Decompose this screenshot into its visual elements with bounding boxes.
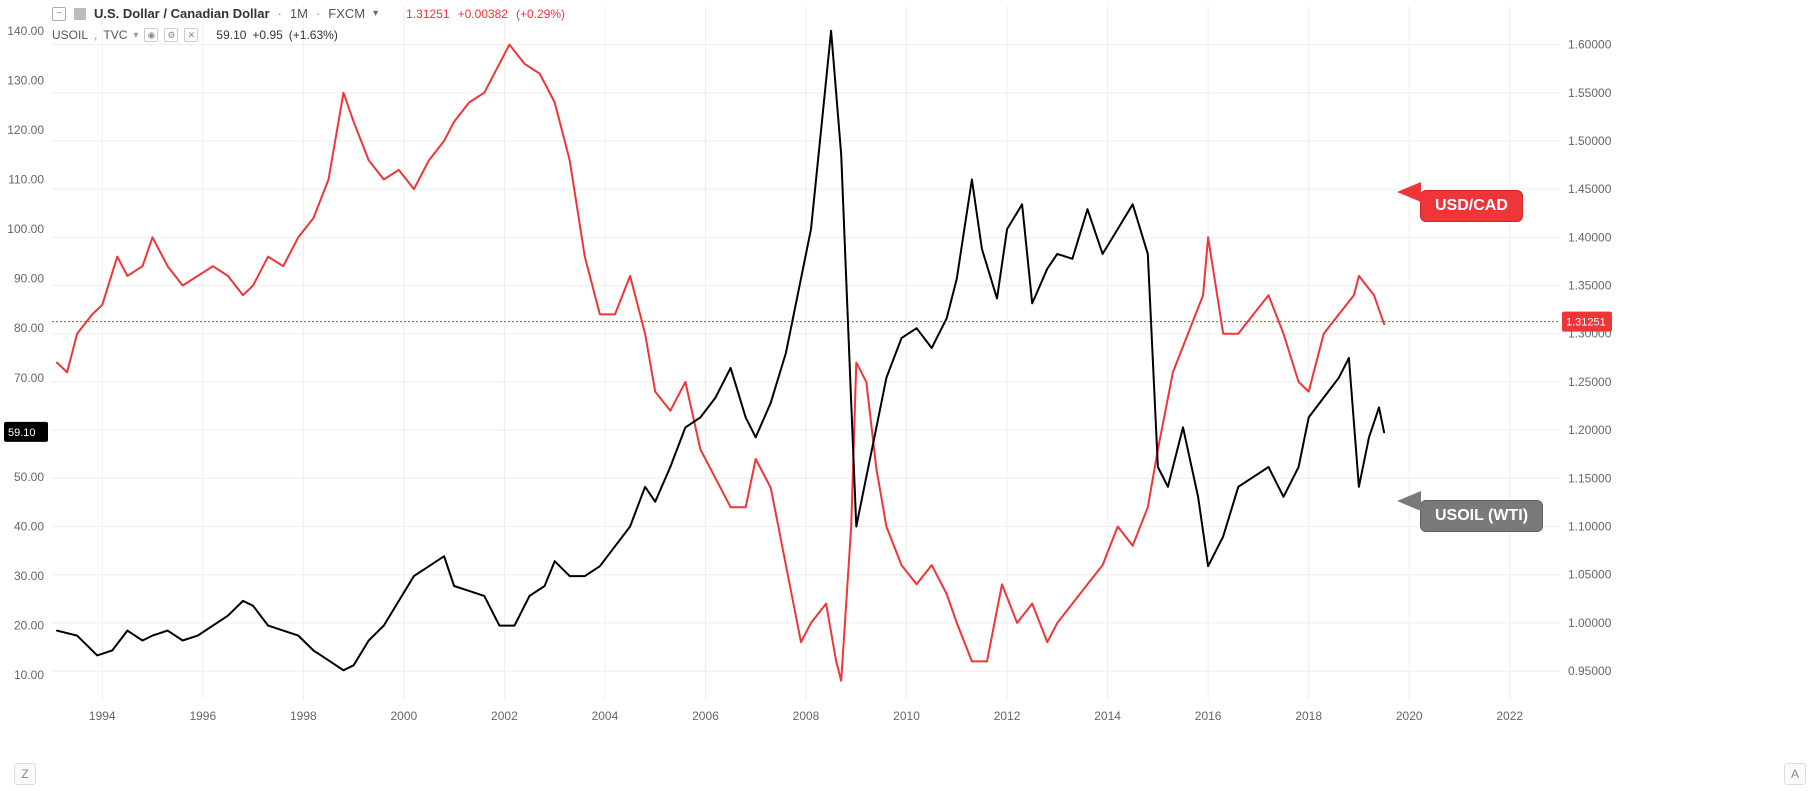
collapse-icon[interactable]: − — [52, 7, 66, 21]
svg-text:140.00: 140.00 — [7, 24, 44, 38]
compare-source: TVC — [103, 28, 127, 42]
svg-text:2010: 2010 — [893, 709, 920, 723]
svg-text:80.00: 80.00 — [14, 321, 44, 335]
series-callout-usoil[interactable]: USOIL (WTI) — [1420, 500, 1543, 532]
chart-container: − U.S. Dollar / Canadian Dollar · 1M · F… — [0, 0, 1820, 791]
price-change: +0.00382 — [458, 7, 508, 21]
compare-symbol[interactable]: USOIL — [52, 28, 88, 42]
svg-text:1.35000: 1.35000 — [1568, 279, 1612, 293]
svg-text:2014: 2014 — [1094, 709, 1121, 723]
separator: · — [278, 6, 282, 21]
visibility-icon[interactable]: ◉ — [144, 28, 158, 42]
svg-text:110.00: 110.00 — [8, 173, 44, 187]
compare-change: +0.95 — [252, 28, 282, 42]
symbol-logo-icon — [74, 8, 86, 20]
svg-text:1.20000: 1.20000 — [1568, 423, 1612, 437]
svg-text:50.00: 50.00 — [14, 470, 44, 484]
svg-text:1.00000: 1.00000 — [1568, 616, 1612, 630]
svg-text:1994: 1994 — [89, 709, 116, 723]
svg-text:1.15000: 1.15000 — [1568, 471, 1612, 485]
svg-text:1996: 1996 — [189, 709, 216, 723]
svg-text:1.31251: 1.31251 — [1566, 317, 1606, 329]
chart-plot[interactable]: 10.0020.0030.0040.0050.0060.0070.0080.00… — [0, 0, 1820, 791]
svg-text:2002: 2002 — [491, 709, 518, 723]
svg-text:1.60000: 1.60000 — [1568, 38, 1612, 52]
chevron-down-icon[interactable]: ▾ — [133, 30, 138, 41]
svg-text:2004: 2004 — [592, 709, 619, 723]
settings-icon[interactable]: ⚙ — [164, 28, 178, 42]
separator: · — [316, 6, 320, 21]
svg-text:100.00: 100.00 — [7, 222, 44, 236]
svg-text:2000: 2000 — [391, 709, 418, 723]
last-price: 1.31251 — [406, 7, 449, 21]
compare-header: USOIL , TVC ▾ ◉ ⚙ ✕ 59.10 +0.95 (+1.63%) — [52, 28, 338, 42]
series-callout-usdcad[interactable]: USD/CAD — [1420, 190, 1523, 222]
svg-text:1.45000: 1.45000 — [1568, 182, 1612, 196]
symbol-header: − U.S. Dollar / Canadian Dollar · 1M · F… — [52, 6, 565, 21]
svg-text:30.00: 30.00 — [14, 569, 44, 583]
svg-text:90.00: 90.00 — [14, 272, 44, 286]
compare-price: 59.10 — [216, 28, 246, 42]
svg-text:1.10000: 1.10000 — [1568, 520, 1612, 534]
svg-text:59.10: 59.10 — [8, 427, 36, 439]
svg-text:2018: 2018 — [1295, 709, 1322, 723]
svg-text:20.00: 20.00 — [14, 619, 44, 633]
svg-text:40.00: 40.00 — [14, 520, 44, 534]
chevron-down-icon[interactable]: ▾ — [373, 8, 378, 19]
svg-text:1.25000: 1.25000 — [1568, 375, 1612, 389]
svg-text:10.00: 10.00 — [14, 668, 44, 682]
svg-text:1.40000: 1.40000 — [1568, 230, 1612, 244]
provider-label: FXCM — [328, 6, 365, 21]
svg-text:70.00: 70.00 — [14, 371, 44, 385]
svg-text:2016: 2016 — [1195, 709, 1222, 723]
svg-text:2020: 2020 — [1396, 709, 1423, 723]
svg-text:2012: 2012 — [994, 709, 1021, 723]
svg-text:2006: 2006 — [692, 709, 719, 723]
svg-text:2022: 2022 — [1496, 709, 1523, 723]
svg-text:120.00: 120.00 — [7, 123, 44, 137]
symbol-title[interactable]: U.S. Dollar / Canadian Dollar — [94, 6, 270, 21]
close-icon[interactable]: ✕ — [184, 28, 198, 42]
zoom-button[interactable]: Z — [14, 763, 36, 785]
price-change-pct: (+0.29%) — [516, 7, 565, 21]
svg-text:0.95000: 0.95000 — [1568, 664, 1612, 678]
svg-text:1.05000: 1.05000 — [1568, 568, 1612, 582]
svg-text:1998: 1998 — [290, 709, 317, 723]
svg-text:1.55000: 1.55000 — [1568, 86, 1612, 100]
svg-text:1.50000: 1.50000 — [1568, 134, 1612, 148]
svg-text:130.00: 130.00 — [7, 73, 44, 87]
svg-text:2008: 2008 — [793, 709, 820, 723]
compare-change-pct: (+1.63%) — [289, 28, 338, 42]
auto-scale-button[interactable]: A — [1784, 763, 1806, 785]
interval-label[interactable]: 1M — [290, 6, 308, 21]
